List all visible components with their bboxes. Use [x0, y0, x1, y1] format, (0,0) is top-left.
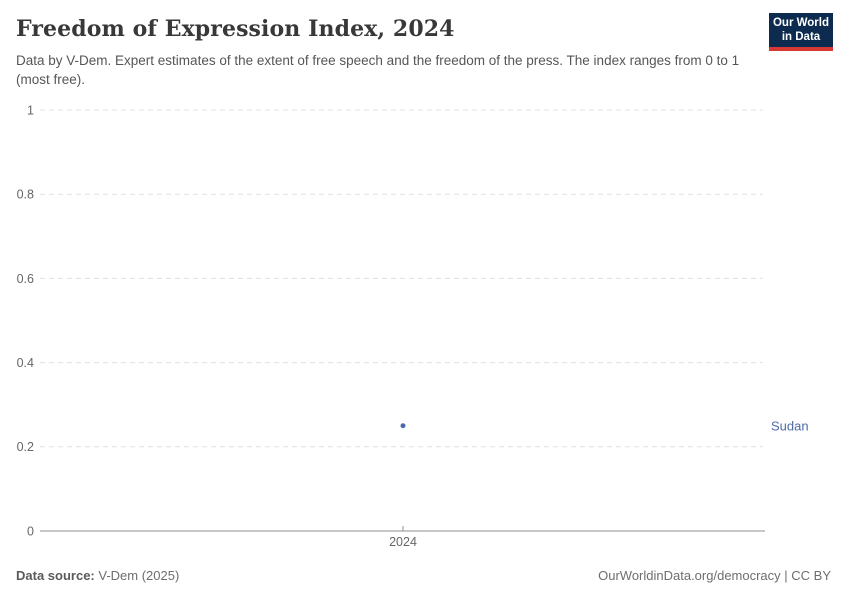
owid-logo-line1: Our World — [772, 16, 829, 29]
y-tick-label-1: 1 — [27, 103, 34, 117]
y-tick-label-0.6: 0.6 — [17, 272, 34, 286]
page-title: Freedom of Expression Index, 2024 — [16, 16, 455, 42]
data-source: Data source: V-Dem (2025) — [16, 568, 179, 583]
owid-logo[interactable]: Our World in Data — [769, 13, 833, 51]
owid-logo-line2: in Data — [781, 31, 821, 43]
data-point-sudan[interactable] — [400, 423, 406, 429]
entity-label-sudan[interactable]: Sudan — [771, 418, 809, 433]
y-tick-label-0.8: 0.8 — [17, 188, 34, 202]
data-source-label: Data source: — [16, 568, 95, 583]
y-tick-label-0: 0 — [27, 524, 34, 538]
data-source-value: V-Dem (2025) — [94, 568, 180, 583]
footer-link[interactable]: OurWorldinData.org/democracy | CC BY — [598, 568, 831, 583]
chart-footer: Data source: V-Dem (2025) OurWorldinData… — [16, 568, 831, 583]
x-tick-label: 2024 — [389, 535, 417, 549]
chart-subtitle: Data by V-Dem. Expert estimates of the e… — [16, 53, 740, 87]
y-tick-label-0.4: 0.4 — [17, 356, 34, 370]
y-tick-label-0.2: 0.2 — [17, 440, 34, 454]
